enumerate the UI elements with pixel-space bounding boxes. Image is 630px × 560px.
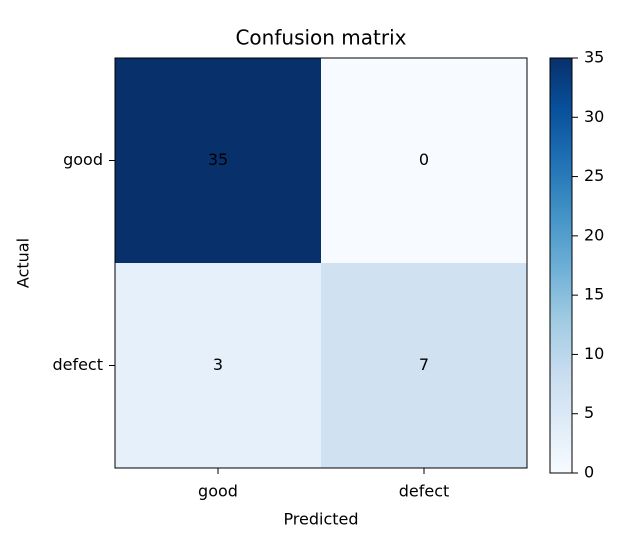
y-tick-label: defect [52,355,103,374]
chart-title: Confusion matrix [235,26,406,50]
cell-label: 7 [419,355,429,374]
colorbar-tick-label: 10 [584,344,604,363]
heatmap-cell [321,263,527,468]
colorbar-tick-label: 15 [584,285,604,304]
cell-label: 3 [213,355,223,374]
heatmap-cell [115,58,321,263]
colorbar-tick-label: 30 [584,107,604,126]
colorbar-tick-label: 0 [584,463,594,482]
colorbar [549,57,573,474]
cell-label: 0 [419,150,429,169]
x-tick-label: good [198,482,238,501]
colorbar-tick-label: 20 [584,225,604,244]
colorbar-tick-label: 5 [584,403,594,422]
plot-frame [114,57,528,469]
x-axis-label: Predicted [283,510,358,529]
heatmap-cell [321,58,527,263]
y-tick-label: good [63,150,103,169]
cell-label: 35 [208,150,228,169]
heatmap-cell [115,263,321,468]
colorbar-tick-label: 35 [584,48,604,67]
colorbar-tick-label: 25 [584,166,604,185]
x-tick-label: defect [399,482,450,501]
y-axis-label: Actual [14,238,33,288]
